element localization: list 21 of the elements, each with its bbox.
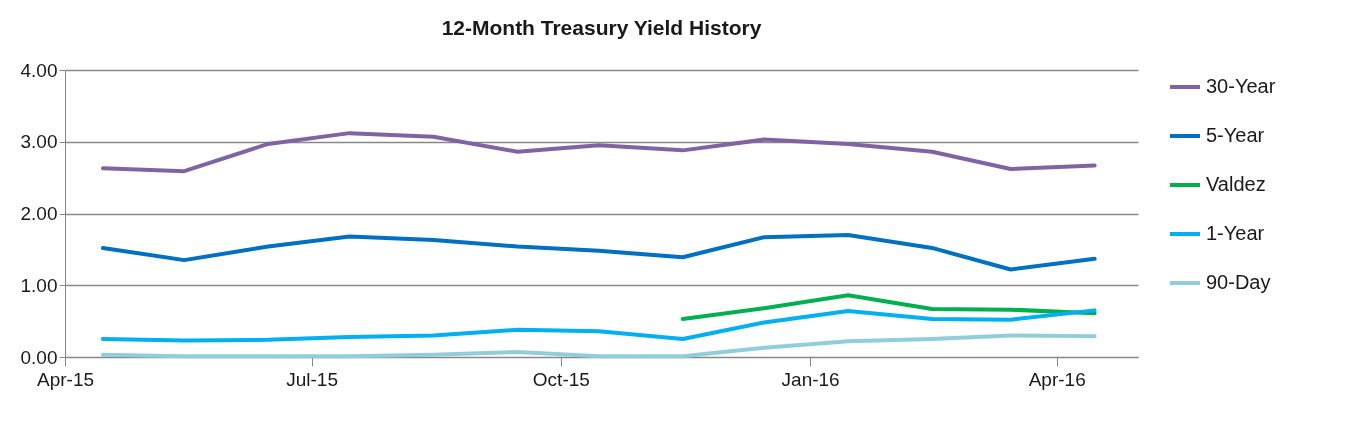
legend-label: 30-Year <box>1206 75 1276 97</box>
line-series <box>100 131 1097 174</box>
y-tick-label: 0.00 <box>20 346 58 368</box>
y-tick-label: 3.00 <box>20 131 58 153</box>
line-series <box>680 293 1097 321</box>
y-tick-label: 4.00 <box>20 59 58 81</box>
x-tick-label: Oct-15 <box>532 368 590 390</box>
legend-label: 5-Year <box>1206 124 1265 146</box>
legend-label: Valdez <box>1206 173 1266 195</box>
y-tick-label: 1.00 <box>20 274 58 296</box>
x-tick-label: Apr-16 <box>1028 368 1086 390</box>
chart-title: 12-Month Treasury Yield History <box>441 16 762 39</box>
legend-label: 1-Year <box>1206 222 1265 244</box>
line-series <box>100 308 1097 343</box>
line-series <box>100 233 1097 272</box>
line-series <box>100 333 1097 359</box>
x-tick-label: Jul-15 <box>286 368 338 390</box>
legend-label: 90-Day <box>1206 271 1271 293</box>
x-tick-label: Apr-15 <box>36 368 95 390</box>
y-tick-label: 2.00 <box>20 203 58 224</box>
x-tick-label: Jan-16 <box>781 368 840 390</box>
